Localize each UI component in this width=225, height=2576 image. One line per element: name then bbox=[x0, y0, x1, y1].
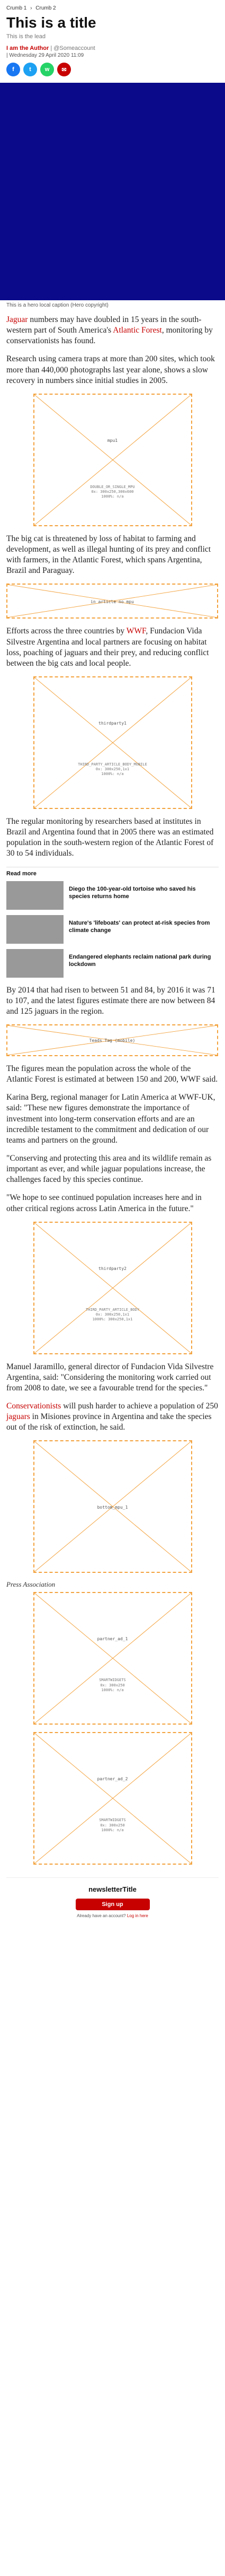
ad-slot-label: partner_ad_1 bbox=[97, 1637, 128, 1642]
paragraph-10: "We hope to see continued population inc… bbox=[6, 1193, 202, 1213]
atlantic-forest-link[interactable]: Atlantic Forest bbox=[113, 326, 162, 335]
login-link[interactable]: Log in here bbox=[127, 1913, 148, 1919]
byline: I am the Author | @Someaccount bbox=[6, 45, 219, 51]
paragraph-1: Jaguar numbers may have doubled in 15 ye… bbox=[6, 315, 219, 346]
ad-placeholder-cross bbox=[34, 677, 191, 808]
conservationists-link[interactable]: Conservationists bbox=[6, 1402, 61, 1411]
paragraph-2: Research using camera traps at more than… bbox=[6, 354, 215, 385]
paragraph-12: Conservationists will push harder to ach… bbox=[6, 1401, 219, 1433]
facebook-icon[interactable]: f bbox=[6, 63, 20, 76]
wwf-link[interactable]: WWF bbox=[126, 626, 146, 636]
paragraph-1-end: , monitoring by conservationists has fou… bbox=[6, 326, 213, 346]
ad-placeholder-cross bbox=[34, 1593, 191, 1724]
page-title: This is a title bbox=[6, 14, 96, 31]
ad-slot-sizes: THIRD_PARTY_ARTICLE_BODY_MOBILE 0x: 300x… bbox=[78, 762, 147, 777]
twitter-icon[interactable]: t bbox=[23, 63, 37, 76]
ad-placeholder-cross bbox=[34, 1441, 191, 1572]
sign-up-button[interactable]: Sign up bbox=[75, 1899, 150, 1911]
newsletter-title: newsletterTitle bbox=[88, 1885, 137, 1894]
login-prompt: Already have an account? Log in here bbox=[6, 1913, 219, 1918]
paragraph-12-text: will push harder to achieve a population… bbox=[61, 1402, 218, 1411]
ad-placeholder-cross bbox=[7, 585, 217, 618]
login-prompt-text: Already have an account? bbox=[77, 1913, 127, 1919]
read-more-link[interactable]: Diego the 100-year-old tortoise who save… bbox=[69, 885, 196, 900]
ad-placeholder-cross bbox=[7, 1025, 217, 1055]
paragraph-4: Efforts across the three countries by WW… bbox=[6, 626, 219, 669]
ad-slot-teads[interactable]: Teads Tag (mobile) bbox=[6, 1024, 218, 1056]
ad-placeholder-cross bbox=[34, 394, 191, 525]
ad-slot-label: mpu1 bbox=[107, 438, 118, 443]
paragraph-4-end: , Fundacion Vida Silvestre Argentina and… bbox=[6, 626, 209, 668]
ad-slot-label: partner_ad_2 bbox=[97, 1777, 128, 1782]
paragraph-11: Manuel Jaramillo, general director of Fu… bbox=[6, 1362, 214, 1393]
paragraph-6: By 2014 that had risen to between 51 and… bbox=[6, 985, 215, 1016]
ad-slot-label: Teads Tag (mobile) bbox=[89, 1038, 136, 1043]
ad-slot-thirdparty1[interactable]: thirdparty1 THIRD_PARTY_ARTICLE_BODY_MOB… bbox=[33, 676, 192, 809]
newsletter-signup: newsletterTitle Sign up Already have an … bbox=[6, 1877, 219, 1918]
hero-image bbox=[0, 83, 225, 300]
breadcrumb: Crumb 1 › Crumb 2 bbox=[0, 0, 225, 13]
ad-placeholder-cross bbox=[34, 1222, 191, 1353]
paragraph-1-text: numbers may have doubled in 15 years in … bbox=[6, 315, 202, 335]
ad-slot-sizes: SMARTWIDGETS 0x: 300x250 1000%: n/a bbox=[99, 1678, 126, 1692]
paragraph-12-end: in Misiones province in Argentina and ta… bbox=[6, 1412, 212, 1432]
share-bar: f t w ✉ bbox=[6, 63, 219, 76]
ad-slot-label: in article no mpu bbox=[91, 599, 134, 605]
whatsapp-icon[interactable]: w bbox=[40, 63, 54, 76]
ad-slot-partner1[interactable]: partner_ad_1 SMARTWIDGETS 0x: 300x250 10… bbox=[33, 1592, 192, 1725]
author-link[interactable]: I am the Author bbox=[6, 45, 49, 51]
publish-date: | Wednesday 29 April 2020 11:09 bbox=[6, 53, 84, 58]
ad-slot-partner2[interactable]: partner_ad_2 SMARTWIDGETS 0x: 300x250 10… bbox=[33, 1732, 192, 1865]
read-more-item[interactable]: Diego the 100-year-old tortoise who save… bbox=[6, 881, 219, 910]
breadcrumb-separator: › bbox=[30, 5, 32, 11]
breadcrumb-item-1[interactable]: Crumb 1 bbox=[6, 5, 27, 11]
paragraph-5: The regular monitoring by researchers ba… bbox=[6, 816, 214, 858]
read-more-item[interactable]: Nature's 'lifeboats' can protect at-risk… bbox=[6, 915, 219, 944]
ad-slot-sizes: THIRD_PARTY_ARTICLE_BODY 0x: 300x250,1x1… bbox=[85, 1307, 140, 1321]
ad-slot-bottom-mpu[interactable]: bottom_mpu_1 bbox=[33, 1440, 192, 1573]
ad-slot-sizes: DOUBLE_OR_SINGLE_MPU 0x: 300x250,300x600… bbox=[90, 484, 135, 499]
paragraph-8: Karina Berg, regional manager for Latin … bbox=[6, 1093, 215, 1145]
read-more-box: Read more Diego the 100-year-old tortois… bbox=[6, 866, 219, 978]
ad-slot-mpu1[interactable]: mpu1 DOUBLE_OR_SINGLE_MPU 0x: 300x250,30… bbox=[33, 393, 192, 526]
author-handle[interactable]: | @Someaccount bbox=[50, 45, 95, 51]
paragraph-7: The figures mean the population across t… bbox=[6, 1064, 218, 1084]
read-more-thumbnail[interactable] bbox=[6, 881, 64, 910]
ad-slot-sizes: SMARTWIDGETS 0x: 300x250 1000%: n/a bbox=[99, 1818, 126, 1832]
read-more-thumbnail[interactable] bbox=[6, 915, 64, 944]
read-more-heading: Read more bbox=[6, 870, 37, 877]
paragraph-9: "Conserving and protecting this area and… bbox=[6, 1153, 212, 1185]
read-more-link[interactable]: Endangered elephants reclaim national pa… bbox=[69, 953, 211, 968]
jaguars-link[interactable]: jaguars bbox=[6, 1412, 30, 1422]
read-more-link[interactable]: Nature's 'lifeboats' can protect at-risk… bbox=[69, 919, 210, 934]
email-icon[interactable]: ✉ bbox=[57, 63, 71, 76]
jaguar-link[interactable]: Jaguar bbox=[6, 315, 28, 324]
ad-slot-in-article[interactable]: in article no mpu bbox=[6, 584, 218, 619]
ad-slot-label: bottom_mpu_1 bbox=[97, 1505, 128, 1510]
paragraph-3: The big cat is threatened by loss of hab… bbox=[6, 534, 211, 576]
ad-placeholder-cross bbox=[34, 1733, 191, 1864]
read-more-thumbnail[interactable] bbox=[6, 948, 64, 978]
ad-slot-label: thirdparty1 bbox=[98, 720, 127, 726]
press-association-credit: Press Association bbox=[6, 1580, 56, 1589]
article-lead: This is the lead bbox=[6, 33, 46, 40]
paragraph-4-text: Efforts across the three countries by bbox=[6, 626, 127, 636]
breadcrumb-item-2[interactable]: Crumb 2 bbox=[35, 5, 56, 11]
read-more-item[interactable]: Endangered elephants reclaim national pa… bbox=[6, 948, 219, 978]
ad-slot-label: thirdparty2 bbox=[98, 1266, 127, 1271]
hero-caption: This is a hero local caption (Hero copyr… bbox=[6, 302, 109, 308]
ad-slot-thirdparty2[interactable]: thirdparty2 THIRD_PARTY_ARTICLE_BODY 0x:… bbox=[33, 1221, 192, 1354]
